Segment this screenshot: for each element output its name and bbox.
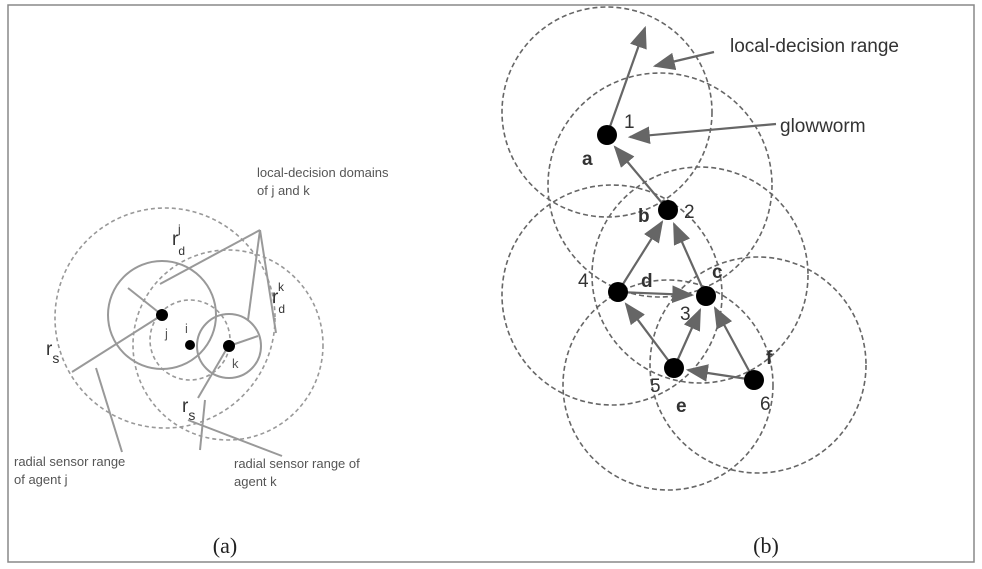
sup: j (177, 222, 181, 236)
arrow (685, 364, 755, 382)
range-circle (501, 184, 723, 406)
arrow (672, 307, 702, 369)
annotation: of j and k (257, 183, 310, 198)
node-number: 5 (650, 376, 661, 397)
node-number: 1 (624, 112, 635, 133)
rs-line (71, 314, 163, 373)
pointer (159, 229, 261, 285)
range-circle (547, 72, 773, 298)
sub: s (188, 407, 195, 423)
pointer (247, 229, 261, 321)
sub: d (278, 302, 285, 316)
agent-label: k (232, 356, 239, 371)
glowworm (744, 370, 764, 390)
range-circle (591, 166, 809, 384)
arrow (624, 302, 675, 369)
arrow (613, 145, 663, 204)
pointer (187, 419, 283, 457)
node-letter: e (676, 396, 687, 417)
node-number: 2 (684, 202, 695, 223)
base: r (46, 339, 53, 360)
frame (7, 4, 975, 563)
annotation: glowworm (780, 116, 866, 137)
node-letter: d (641, 271, 653, 292)
base: r (172, 229, 179, 250)
sensor-range-j (54, 207, 276, 429)
node-letter: a (582, 149, 593, 170)
agent-dot (156, 309, 168, 321)
caption: (a) (213, 533, 237, 558)
annotation: radial sensor range of (234, 456, 360, 471)
agent-dot (185, 340, 195, 350)
node-number: 3 (680, 304, 691, 325)
annotation: agent k (234, 474, 277, 489)
sub: s (52, 350, 59, 366)
node-letter: c (712, 262, 723, 283)
glowworm (658, 200, 678, 220)
node-letter: b (638, 206, 650, 227)
radius-label: rs (46, 339, 59, 366)
arrow (617, 220, 664, 293)
glowworm (608, 282, 628, 302)
caption: (b) (753, 533, 779, 558)
range-circle (501, 6, 713, 218)
sub: d (178, 244, 185, 258)
radius-label: rs (182, 396, 195, 423)
panel-a: j i k local-decision domains of j and k … (14, 165, 389, 558)
arrow (617, 285, 695, 303)
range-circle (649, 256, 867, 474)
node-number: 6 (760, 394, 771, 415)
glowworm (696, 286, 716, 306)
agent-label: j (164, 326, 168, 341)
domain-k (196, 313, 262, 379)
glowworm (597, 125, 617, 145)
annotation: of agent j (14, 472, 68, 487)
panel-b: 1 a 2 b 3 c 4 d 5 e 6 f local-decision r… (501, 6, 899, 558)
base: r (182, 396, 189, 417)
agent-dot (223, 340, 235, 352)
base: r (272, 287, 279, 308)
radius-label: rdk (272, 280, 285, 316)
pointer (259, 229, 277, 334)
annotation: local-decision domains (257, 165, 389, 180)
annotation: local-decision range (730, 36, 899, 57)
rdj-line (127, 287, 163, 316)
pointer (199, 399, 206, 451)
rs-line (197, 349, 227, 399)
arrow (605, 25, 647, 136)
node-number: 4 (578, 271, 589, 292)
radius-label: rdj (172, 222, 185, 258)
range-circle (562, 279, 774, 491)
arrow (713, 306, 755, 381)
arrow (672, 221, 708, 297)
pointer (95, 367, 123, 453)
pointer-arrow (652, 50, 715, 70)
agent-label: i (185, 321, 188, 336)
annotation: radial sensor range (14, 454, 125, 469)
sup: k (278, 280, 285, 294)
node-letter: f (766, 348, 773, 369)
range-i (149, 299, 231, 381)
sensor-range-k (132, 249, 324, 441)
glowworm (664, 358, 684, 378)
pointer-arrow (627, 122, 777, 145)
